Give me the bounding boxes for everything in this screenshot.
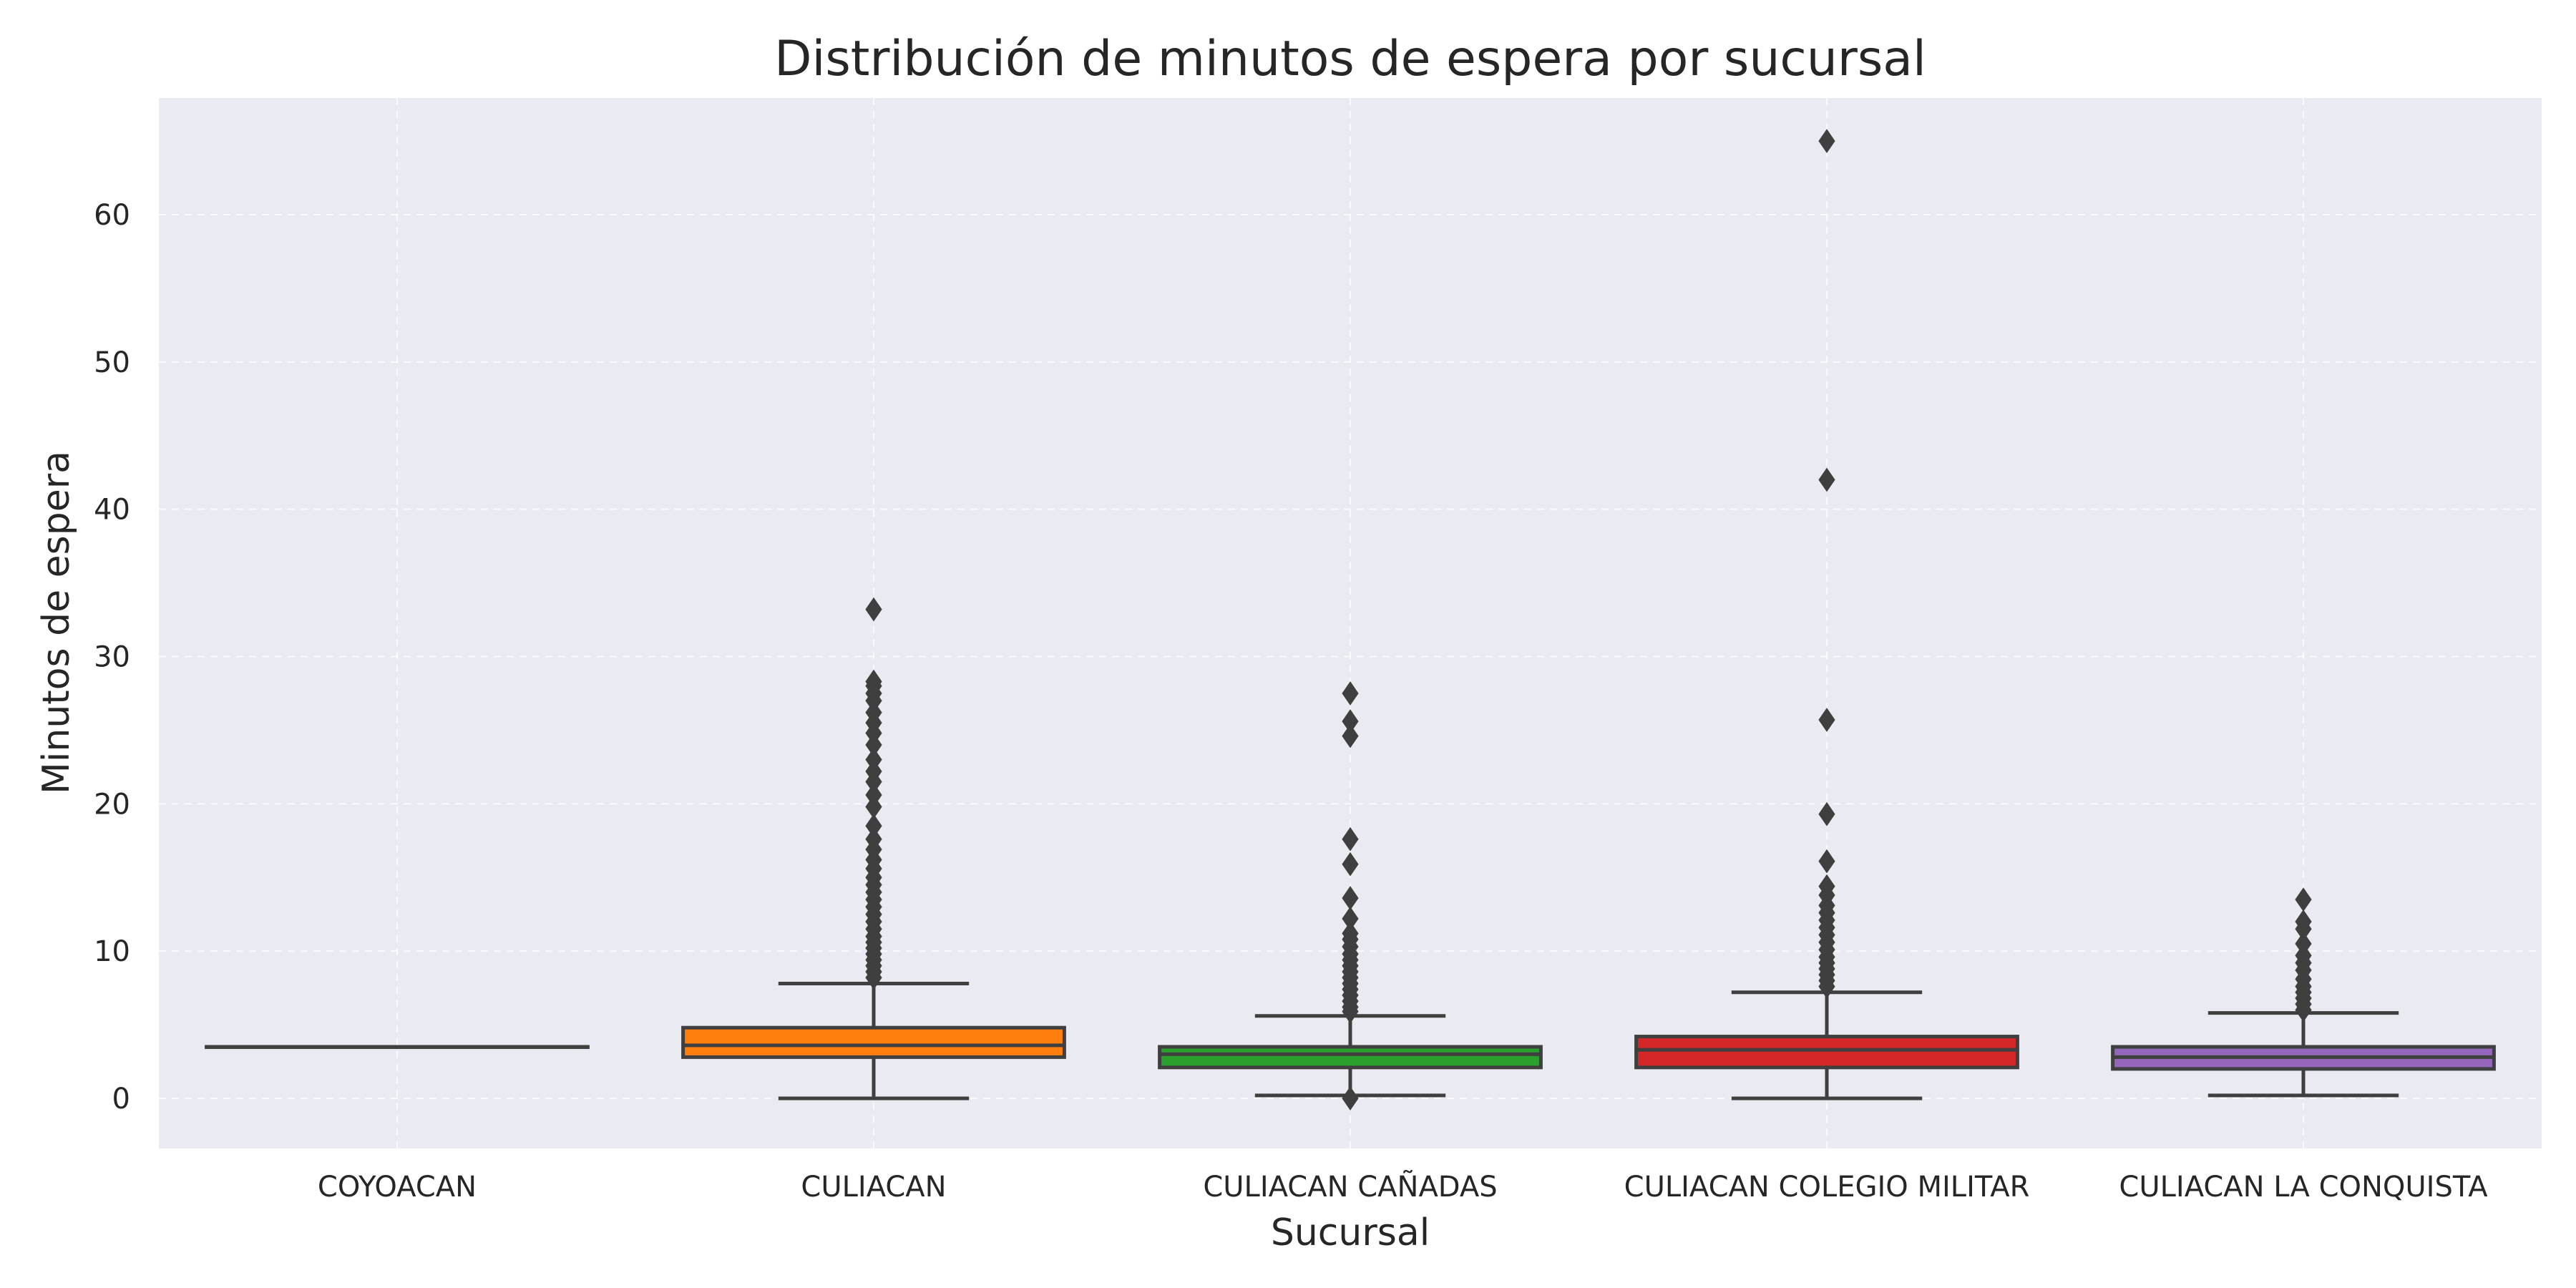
- flier-point: [865, 965, 882, 990]
- y-tick-label: 20: [94, 788, 130, 821]
- x-tick-label: CULIACAN: [801, 1171, 946, 1204]
- x-tick-label: COYOACAN: [318, 1171, 477, 1204]
- flier-point: [2295, 997, 2312, 1023]
- flier-point: [1342, 852, 1359, 877]
- flier-point: [1342, 723, 1359, 748]
- y-tick-labels: 0 10 20 30 40 50 60: [94, 199, 130, 1116]
- y-tick-label: 60: [94, 199, 130, 232]
- flier-point: [1818, 129, 1835, 153]
- chart-title: Distribución de minutos de espera por su…: [774, 31, 1926, 87]
- box-group: [1158, 681, 1543, 1111]
- flier-point: [1818, 467, 1835, 492]
- box-body: [1158, 1045, 1543, 1070]
- box-body: [681, 1025, 1066, 1059]
- y-tick-label: 30: [94, 641, 130, 674]
- box-body: [1634, 1035, 2019, 1070]
- x-tick-label: CULIACAN LA CONQUISTA: [2119, 1171, 2488, 1204]
- flier-point: [1342, 999, 1359, 1024]
- flier-point: [1342, 681, 1359, 706]
- x-axis-label: Sucursal: [1271, 1211, 1430, 1254]
- flier-point: [1818, 849, 1835, 874]
- x-tick-labels: COYOACAN CULIACAN CULIACAN CAÑADAS CULIACAN…: [318, 1169, 2488, 1204]
- box-group: [681, 597, 1066, 1101]
- y-tick-label: 10: [94, 935, 130, 968]
- flier-point: [1342, 1086, 1359, 1111]
- flier-point: [1818, 708, 1835, 732]
- flier-point: [865, 597, 882, 622]
- box-group: [2111, 887, 2496, 1098]
- y-tick-label: 50: [94, 346, 130, 379]
- box-group: [1634, 129, 2019, 1101]
- y-tick-label: 0: [112, 1083, 130, 1116]
- box-layer: [205, 129, 2496, 1111]
- box-group: [205, 1045, 590, 1049]
- x-tick-label: CULIACAN CAÑADAS: [1203, 1169, 1497, 1204]
- y-axis-label: Minutos de espera: [35, 451, 78, 794]
- flier-point: [1342, 826, 1359, 852]
- flier-point: [1818, 974, 1835, 999]
- y-tick-label: 40: [94, 494, 130, 527]
- x-tick-label: CULIACAN COLEGIO MILITAR: [1624, 1171, 2030, 1204]
- flier-point: [1818, 801, 1835, 826]
